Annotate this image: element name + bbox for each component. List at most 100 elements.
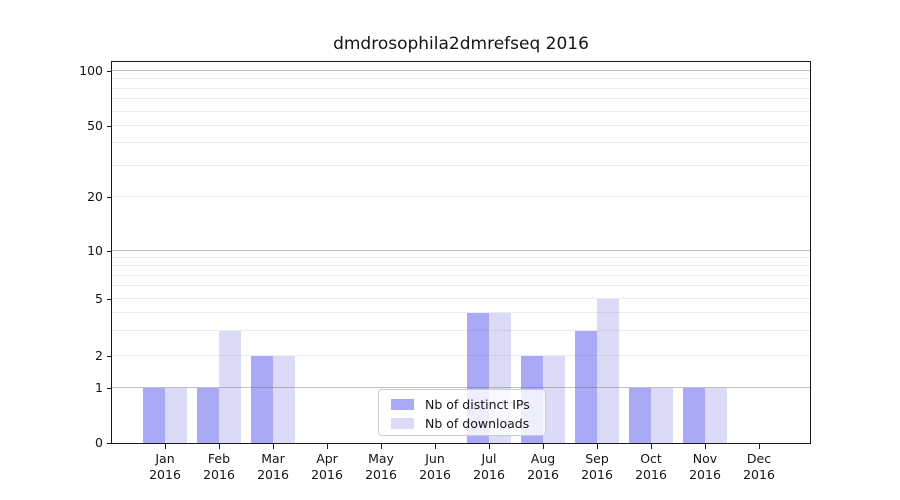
x-tick-label-jun: Jun 2016 bbox=[407, 451, 463, 483]
y-tick-label-10: 10 bbox=[87, 243, 103, 258]
y-tick-mark-5 bbox=[107, 299, 112, 300]
bar-distinct-ips-nov bbox=[683, 388, 705, 443]
x-tick-label-may: May 2016 bbox=[353, 451, 409, 483]
x-tick-mark-feb bbox=[219, 444, 220, 449]
gridline-major-10 bbox=[112, 250, 810, 251]
bar-distinct-ips-sep bbox=[575, 330, 597, 443]
legend-swatch-downloads bbox=[391, 418, 414, 429]
x-tick-month: Jun bbox=[425, 451, 445, 466]
gridline-minor-9 bbox=[112, 257, 810, 259]
x-tick-mark-oct bbox=[651, 444, 652, 449]
bar-distinct-ips-feb bbox=[197, 388, 219, 443]
x-tick-year: 2016 bbox=[581, 467, 613, 482]
x-tick-mark-jan bbox=[165, 444, 166, 449]
x-tick-year: 2016 bbox=[149, 467, 181, 482]
y-tick-label-2: 2 bbox=[95, 348, 103, 363]
bar-distinct-ips-mar bbox=[251, 356, 273, 443]
x-tick-mark-nov bbox=[705, 444, 706, 449]
x-tick-label-apr: Apr 2016 bbox=[299, 451, 355, 483]
x-tick-month: Apr bbox=[316, 451, 338, 466]
x-tick-mark-may bbox=[381, 444, 382, 449]
x-tick-year: 2016 bbox=[203, 467, 235, 482]
gridline-minor-80 bbox=[112, 87, 810, 89]
gridline-minor-40 bbox=[112, 142, 810, 144]
gridline-minor-70 bbox=[112, 98, 810, 100]
y-tick-mark-1 bbox=[107, 388, 112, 389]
bar-distinct-ips-oct bbox=[629, 388, 651, 443]
x-tick-month: Oct bbox=[640, 451, 662, 466]
legend: Nb of distinct IPs Nb of downloads bbox=[378, 389, 546, 436]
bar-downloads-mar bbox=[273, 356, 295, 443]
y-tick-label-20: 20 bbox=[87, 189, 103, 204]
gridline-minor-5 bbox=[112, 298, 810, 299]
gridline-minor-2 bbox=[112, 355, 810, 356]
legend-item-downloads: Nb of downloads bbox=[391, 415, 545, 432]
x-tick-mark-dec bbox=[759, 444, 760, 449]
gridline-minor-3 bbox=[112, 329, 810, 331]
bar-downloads-sep bbox=[597, 299, 619, 443]
y-tick-mark-2 bbox=[107, 356, 112, 357]
gridline-major-1 bbox=[112, 387, 810, 388]
x-tick-month: Dec bbox=[746, 451, 772, 466]
y-tick-label-5: 5 bbox=[95, 291, 103, 306]
x-tick-year: 2016 bbox=[743, 467, 775, 482]
bar-downloads-oct bbox=[651, 388, 673, 443]
y-tick-mark-20 bbox=[107, 197, 112, 198]
x-tick-label-oct: Oct 2016 bbox=[623, 451, 679, 483]
x-tick-year: 2016 bbox=[473, 467, 505, 482]
x-tick-label-jul: Jul 2016 bbox=[461, 451, 517, 483]
gridline-minor-6 bbox=[112, 285, 810, 287]
plot-area bbox=[111, 61, 811, 444]
legend-item-distinct-ips: Nb of distinct IPs bbox=[391, 396, 545, 413]
x-tick-mark-sep bbox=[597, 444, 598, 449]
legend-label-downloads: Nb of downloads bbox=[425, 416, 530, 431]
x-tick-month: Feb bbox=[207, 451, 231, 466]
x-tick-label-mar: Mar 2016 bbox=[245, 451, 301, 483]
x-tick-month: Jan bbox=[155, 451, 175, 466]
x-tick-month: Nov bbox=[692, 451, 718, 466]
x-tick-month: Sep bbox=[585, 451, 609, 466]
gridline-minor-60 bbox=[112, 110, 810, 112]
x-tick-mark-apr bbox=[327, 444, 328, 449]
y-tick-label-1: 1 bbox=[95, 380, 103, 395]
x-tick-year: 2016 bbox=[257, 467, 289, 482]
x-tick-year: 2016 bbox=[635, 467, 667, 482]
gridline-minor-20 bbox=[112, 196, 810, 197]
legend-label-distinct-ips: Nb of distinct IPs bbox=[425, 397, 530, 412]
x-tick-label-nov: Nov 2016 bbox=[677, 451, 733, 483]
x-tick-label-dec: Dec 2016 bbox=[731, 451, 787, 483]
bar-downloads-feb bbox=[219, 330, 241, 443]
bar-downloads-aug bbox=[543, 356, 565, 443]
gridline-major-100 bbox=[112, 70, 810, 71]
y-tick-label-0: 0 bbox=[95, 435, 103, 450]
y-tick-label-100: 100 bbox=[79, 63, 103, 78]
x-tick-label-aug: Aug 2016 bbox=[515, 451, 571, 483]
x-tick-month: Aug bbox=[530, 451, 556, 466]
x-tick-month: Mar bbox=[261, 451, 285, 466]
chart-title: dmdrosophila2dmrefseq 2016 bbox=[333, 34, 589, 54]
gridline-minor-4 bbox=[112, 311, 810, 313]
x-tick-label-feb: Feb 2016 bbox=[191, 451, 247, 483]
bar-downloads-nov bbox=[705, 388, 727, 443]
x-tick-mark-mar bbox=[273, 444, 274, 449]
gridline-minor-8 bbox=[112, 265, 810, 267]
y-tick-mark-50 bbox=[107, 126, 112, 127]
gridline-minor-7 bbox=[112, 274, 810, 276]
gridline-minor-90 bbox=[112, 78, 810, 80]
x-tick-mark-aug bbox=[543, 444, 544, 449]
x-tick-year: 2016 bbox=[419, 467, 451, 482]
gridline-minor-50 bbox=[112, 125, 810, 126]
x-tick-year: 2016 bbox=[689, 467, 721, 482]
x-tick-label-jan: Jan 2016 bbox=[137, 451, 193, 483]
y-tick-mark-0 bbox=[107, 443, 112, 444]
legend-swatch-distinct-ips bbox=[391, 399, 414, 410]
x-tick-month: Jul bbox=[481, 451, 497, 466]
x-tick-month: May bbox=[368, 451, 394, 466]
y-tick-mark-100 bbox=[107, 71, 112, 72]
x-tick-year: 2016 bbox=[311, 467, 343, 482]
gridline-minor-30 bbox=[112, 164, 810, 166]
x-tick-year: 2016 bbox=[365, 467, 397, 482]
x-tick-label-sep: Sep 2016 bbox=[569, 451, 625, 483]
x-tick-year: 2016 bbox=[527, 467, 559, 482]
